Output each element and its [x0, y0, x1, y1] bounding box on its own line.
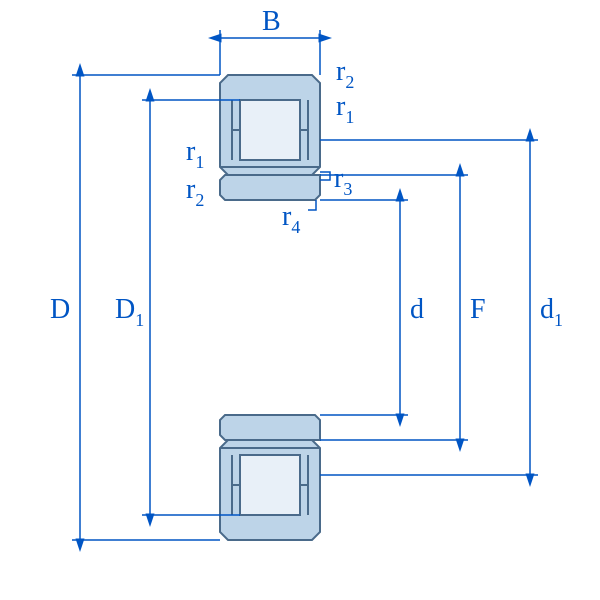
label-r1-left: r1	[186, 136, 204, 172]
inner-ring-top	[220, 175, 320, 200]
label-d: d	[410, 294, 424, 325]
label-F: F	[470, 294, 486, 325]
label-d1: d1	[540, 294, 563, 330]
roller-top	[240, 100, 300, 160]
inner-ring-bot	[220, 415, 320, 440]
roller-bot	[240, 455, 300, 515]
label-D: D	[50, 294, 70, 325]
label-r4: r4	[282, 201, 300, 237]
label-D1: D1	[115, 294, 144, 330]
bearing-diagram: B D D1 d F d1 r2 r1 r1 r2 r3 r4	[0, 0, 600, 600]
label-r3: r3	[334, 163, 352, 199]
label-r1-top: r1	[336, 91, 354, 127]
label-r2-top: r2	[336, 56, 354, 92]
label-r2-left: r2	[186, 174, 204, 210]
bearing-section	[220, 75, 320, 540]
label-B: B	[262, 6, 281, 37]
